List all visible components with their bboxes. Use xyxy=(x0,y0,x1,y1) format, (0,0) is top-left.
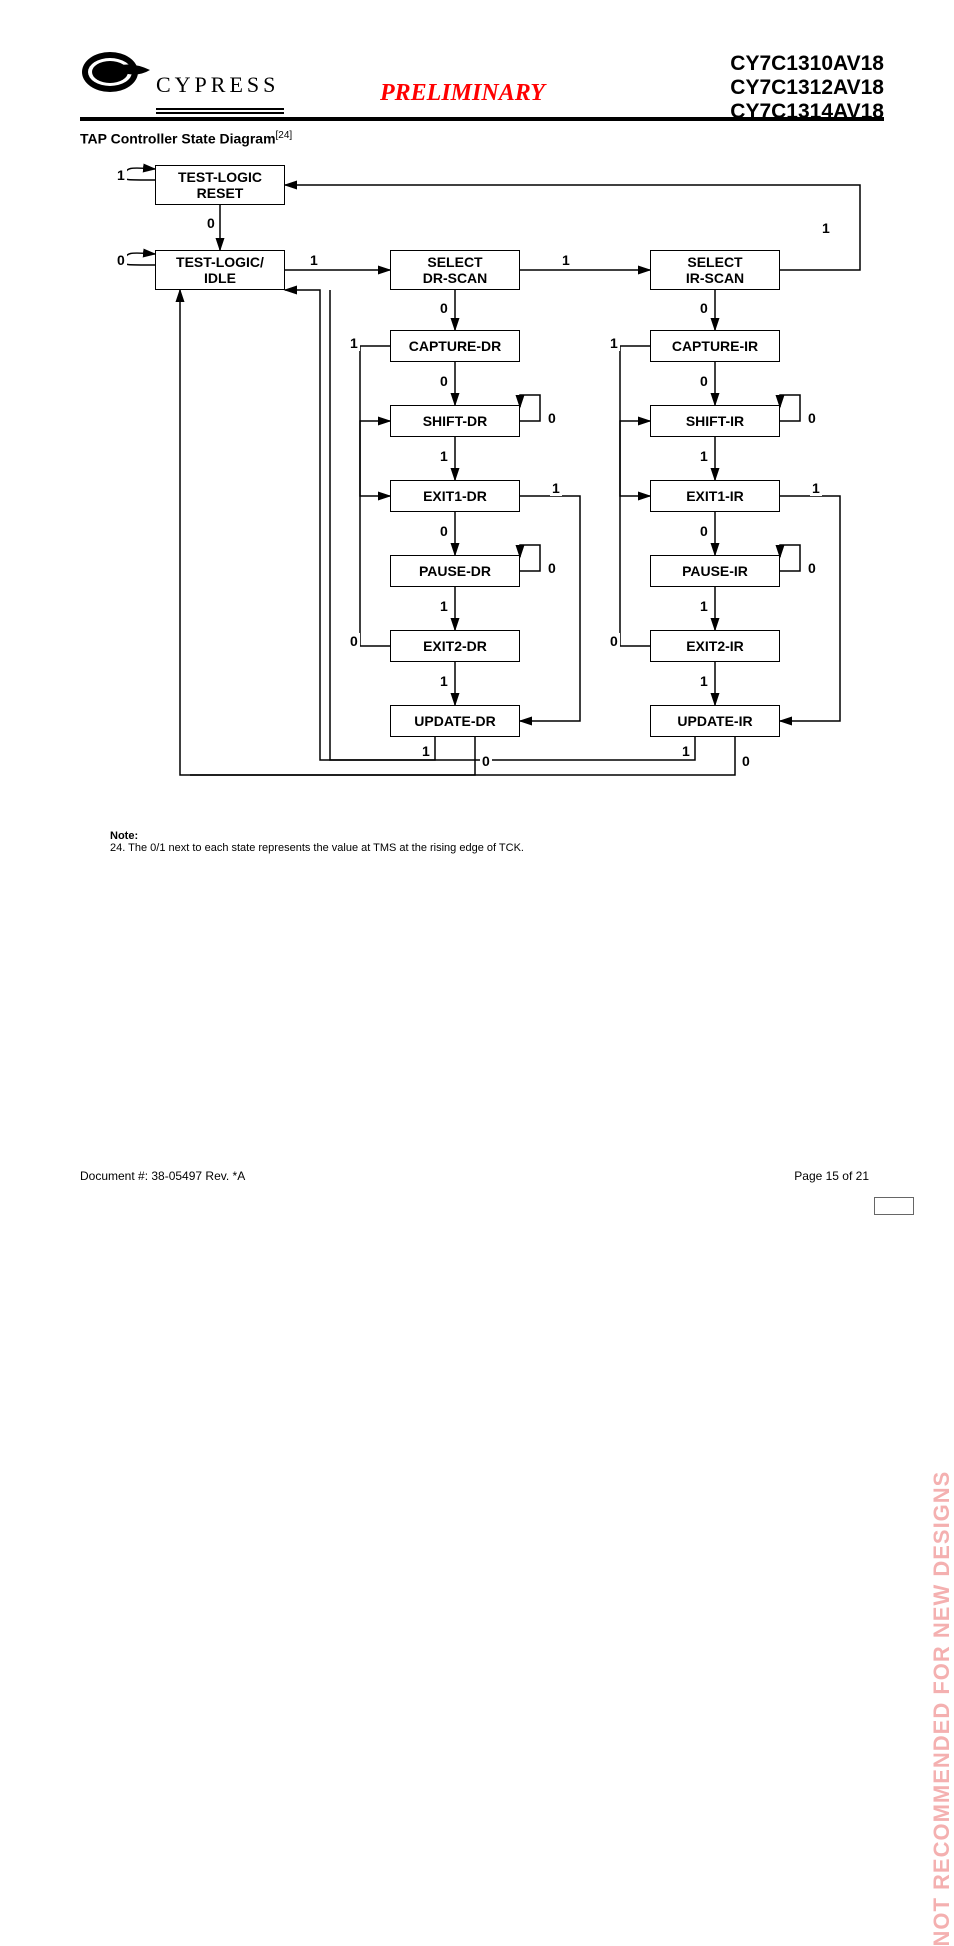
state-diagram: TEST-LOGICRESET TEST-LOGIC/IDLE SELECTDR-S… xyxy=(80,155,880,805)
state-idle: TEST-LOGIC/IDLE xyxy=(155,250,285,290)
part-number: CY7C1312AV18 xyxy=(730,76,884,100)
note-heading: Note: xyxy=(110,830,138,842)
state-updr: UPDATE-DR xyxy=(390,705,520,737)
state-shdr: SHIFT-DR xyxy=(390,405,520,437)
state-psir: PAUSE-IR xyxy=(650,555,780,587)
part-number: CY7C1310AV18 xyxy=(730,52,884,76)
state-psdr: PAUSE-DR xyxy=(390,555,520,587)
edge-label: 1 xyxy=(438,598,450,614)
state-tlr: TEST-LOGICRESET xyxy=(155,165,285,205)
edge-label: 1 xyxy=(115,167,127,183)
edge-label: 0 xyxy=(348,633,360,649)
page-number: Page 15 of 21 xyxy=(794,1169,869,1183)
edge-label: 1 xyxy=(348,335,360,351)
edge-label: 0 xyxy=(698,523,710,539)
header-rule xyxy=(80,117,884,121)
edge-label: 0 xyxy=(608,633,620,649)
note-text: 24. The 0/1 next to each state represent… xyxy=(110,842,524,854)
page-header: CYPRESS PRELIMINARY CY7C1310AV18 CY7C131… xyxy=(80,55,884,115)
obsolete-watermark: NOT RECOMMENDED FOR NEW DESIGNS ONE OR M… xyxy=(929,1185,954,1946)
edge-label: 1 xyxy=(560,252,572,268)
edge-label: 1 xyxy=(680,743,692,759)
edge-label: 0 xyxy=(438,300,450,316)
edge-label: 0 xyxy=(806,410,818,426)
edge-label: 1 xyxy=(438,448,450,464)
svg-text:CYPRESS: CYPRESS xyxy=(156,72,279,97)
state-ex2dr: EXIT2-DR xyxy=(390,630,520,662)
edge-label: 1 xyxy=(698,448,710,464)
edge-label: 0 xyxy=(115,252,127,268)
cypress-logo-icon: CYPRESS xyxy=(80,50,280,105)
edge-label: 1 xyxy=(698,673,710,689)
edge-label: 0 xyxy=(205,215,217,231)
state-ex2ir: EXIT2-IR xyxy=(650,630,780,662)
edge-label: 1 xyxy=(308,252,320,268)
doc-number: Document #: 38-05497 Rev. *A xyxy=(80,1169,245,1183)
edge-label: 1 xyxy=(550,480,562,496)
header-rule xyxy=(156,108,284,110)
part-numbers: CY7C1310AV18 CY7C1312AV18 CY7C1314AV18 xyxy=(730,52,884,124)
edge-label: 1 xyxy=(810,480,822,496)
state-upir: UPDATE-IR xyxy=(650,705,780,737)
corner-box xyxy=(874,1197,914,1215)
edge-label: 1 xyxy=(420,743,432,759)
state-ex1ir: EXIT1-IR xyxy=(650,480,780,512)
state-shir: SHIFT-IR xyxy=(650,405,780,437)
edge-label: 0 xyxy=(438,523,450,539)
edge-label: 1 xyxy=(820,220,832,236)
header-rule xyxy=(156,112,284,114)
state-capdr: CAPTURE-DR xyxy=(390,330,520,362)
edge-label: 0 xyxy=(480,753,492,769)
edge-label: 0 xyxy=(546,410,558,426)
preliminary-label: PRELIMINARY xyxy=(380,80,545,107)
section-title: TAP Controller State Diagram[24] xyxy=(80,130,292,147)
state-capir: CAPTURE-IR xyxy=(650,330,780,362)
state-ex1dr: EXIT1-DR xyxy=(390,480,520,512)
edge-label: 0 xyxy=(698,373,710,389)
edge-label: 0 xyxy=(546,560,558,576)
edge-label: 1 xyxy=(438,673,450,689)
state-sdrs: SELECTDR-SCAN xyxy=(390,250,520,290)
edge-label: 0 xyxy=(806,560,818,576)
edge-label: 0 xyxy=(740,753,752,769)
edge-label: 1 xyxy=(608,335,620,351)
edge-label: 0 xyxy=(438,373,450,389)
watermark-line: NOT RECOMMENDED FOR NEW DESIGNS xyxy=(929,1185,954,1946)
note-block: Note: 24. The 0/1 next to each state rep… xyxy=(110,830,524,854)
edge-label: 1 xyxy=(698,598,710,614)
page-footer: Document #: 38-05497 Rev. *A Page 15 of … xyxy=(80,1169,869,1183)
state-sirs: SELECTIR-SCAN xyxy=(650,250,780,290)
edge-label: 0 xyxy=(698,300,710,316)
